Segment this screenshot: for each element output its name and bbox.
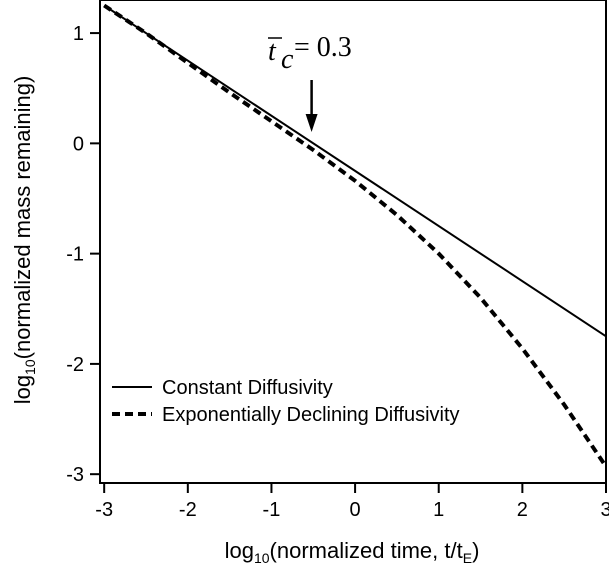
plot-frame	[99, 0, 607, 484]
legend: Constant Diffusivity Exponentially Decli…	[112, 377, 460, 426]
x-tick-label: -2	[179, 499, 197, 521]
annotation-arrow-head	[305, 114, 318, 132]
x-tick-label: 1	[433, 499, 444, 521]
series-line-constant-diffusivity	[103, 4, 607, 338]
x-tick-label: 3	[600, 499, 609, 521]
y-tick-label: -3	[66, 464, 84, 486]
annotation: t c = 0.3	[268, 32, 352, 132]
x-tick-label: 2	[517, 499, 528, 521]
y-tick-label: -2	[66, 354, 84, 376]
legend-label-constant: Constant Diffusivity	[162, 377, 333, 399]
y-axis-label: log10(normalized mass remaining)	[10, 76, 38, 405]
x-tick-label: 0	[350, 499, 361, 521]
series-line-exponentially-declining-diffusivity	[103, 3, 608, 468]
y-tick-label: -1	[66, 244, 84, 266]
annotation-subscript: c	[281, 44, 294, 75]
x-tick-label: -3	[95, 499, 113, 521]
y-axis-ticks: 1 0 -1 -2 -3	[66, 23, 100, 486]
x-axis-label: log10(normalized time, t/tE)	[225, 538, 480, 566]
annotation-value: = 0.3	[294, 32, 352, 63]
x-axis-ticks: -3 -2 -1 0 1 2 3	[95, 483, 609, 521]
y-tick-label: 1	[73, 23, 84, 45]
x-tick-label: -1	[263, 499, 281, 521]
y-tick-label: 0	[73, 133, 84, 155]
legend-label-declining: Exponentially Declining Diffusivity	[162, 404, 460, 426]
annotation-symbol: t	[268, 36, 277, 67]
